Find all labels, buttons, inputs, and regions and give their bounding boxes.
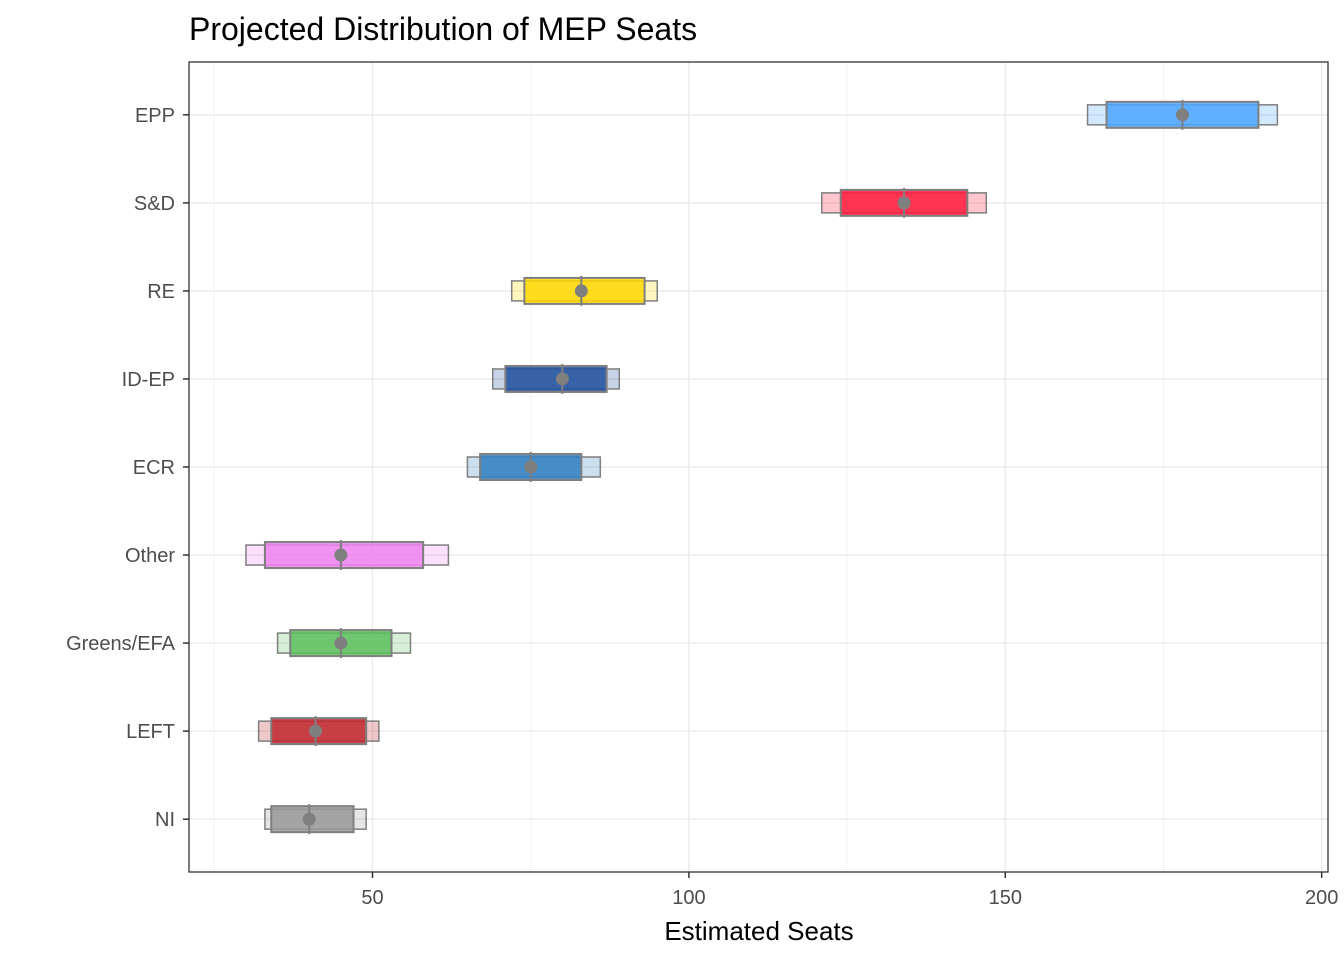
chart-title: Projected Distribution of MEP Seats [189, 11, 697, 47]
x-tick-label: 50 [361, 887, 383, 909]
estimate-point [574, 284, 588, 298]
x-axis-title: Estimated Seats [664, 916, 853, 946]
estimate-point [524, 460, 538, 474]
y-tick-label: EPP [135, 105, 175, 127]
y-tick-label: LEFT [126, 721, 175, 743]
inner-range-bar [523, 276, 646, 305]
estimate-point [309, 724, 323, 738]
grid [189, 62, 1328, 872]
estimate-point [555, 372, 569, 386]
estimate-point [1175, 108, 1189, 122]
estimate-point [302, 812, 316, 826]
estimate-point [897, 196, 911, 210]
x-tick-label: 150 [989, 887, 1022, 909]
y-tick-label: ID-EP [122, 369, 175, 391]
y-tick-label: Greens/EFA [66, 633, 176, 655]
y-tick-label: ECR [133, 457, 175, 479]
estimate-point [334, 548, 348, 562]
y-tick-label: RE [147, 281, 175, 303]
x-tick-label: 200 [1305, 887, 1338, 909]
estimate-point [334, 636, 348, 650]
bars [245, 99, 1279, 835]
y-tick-label: NI [155, 809, 175, 831]
x-tick-label: 100 [672, 887, 705, 909]
y-tick-label: S&D [134, 193, 175, 215]
axes: EPP S&D RE ID-EP ECR Other Greens/EFA LEFT NI 50 1… [66, 105, 1338, 909]
y-tick-label: Other [125, 545, 175, 567]
